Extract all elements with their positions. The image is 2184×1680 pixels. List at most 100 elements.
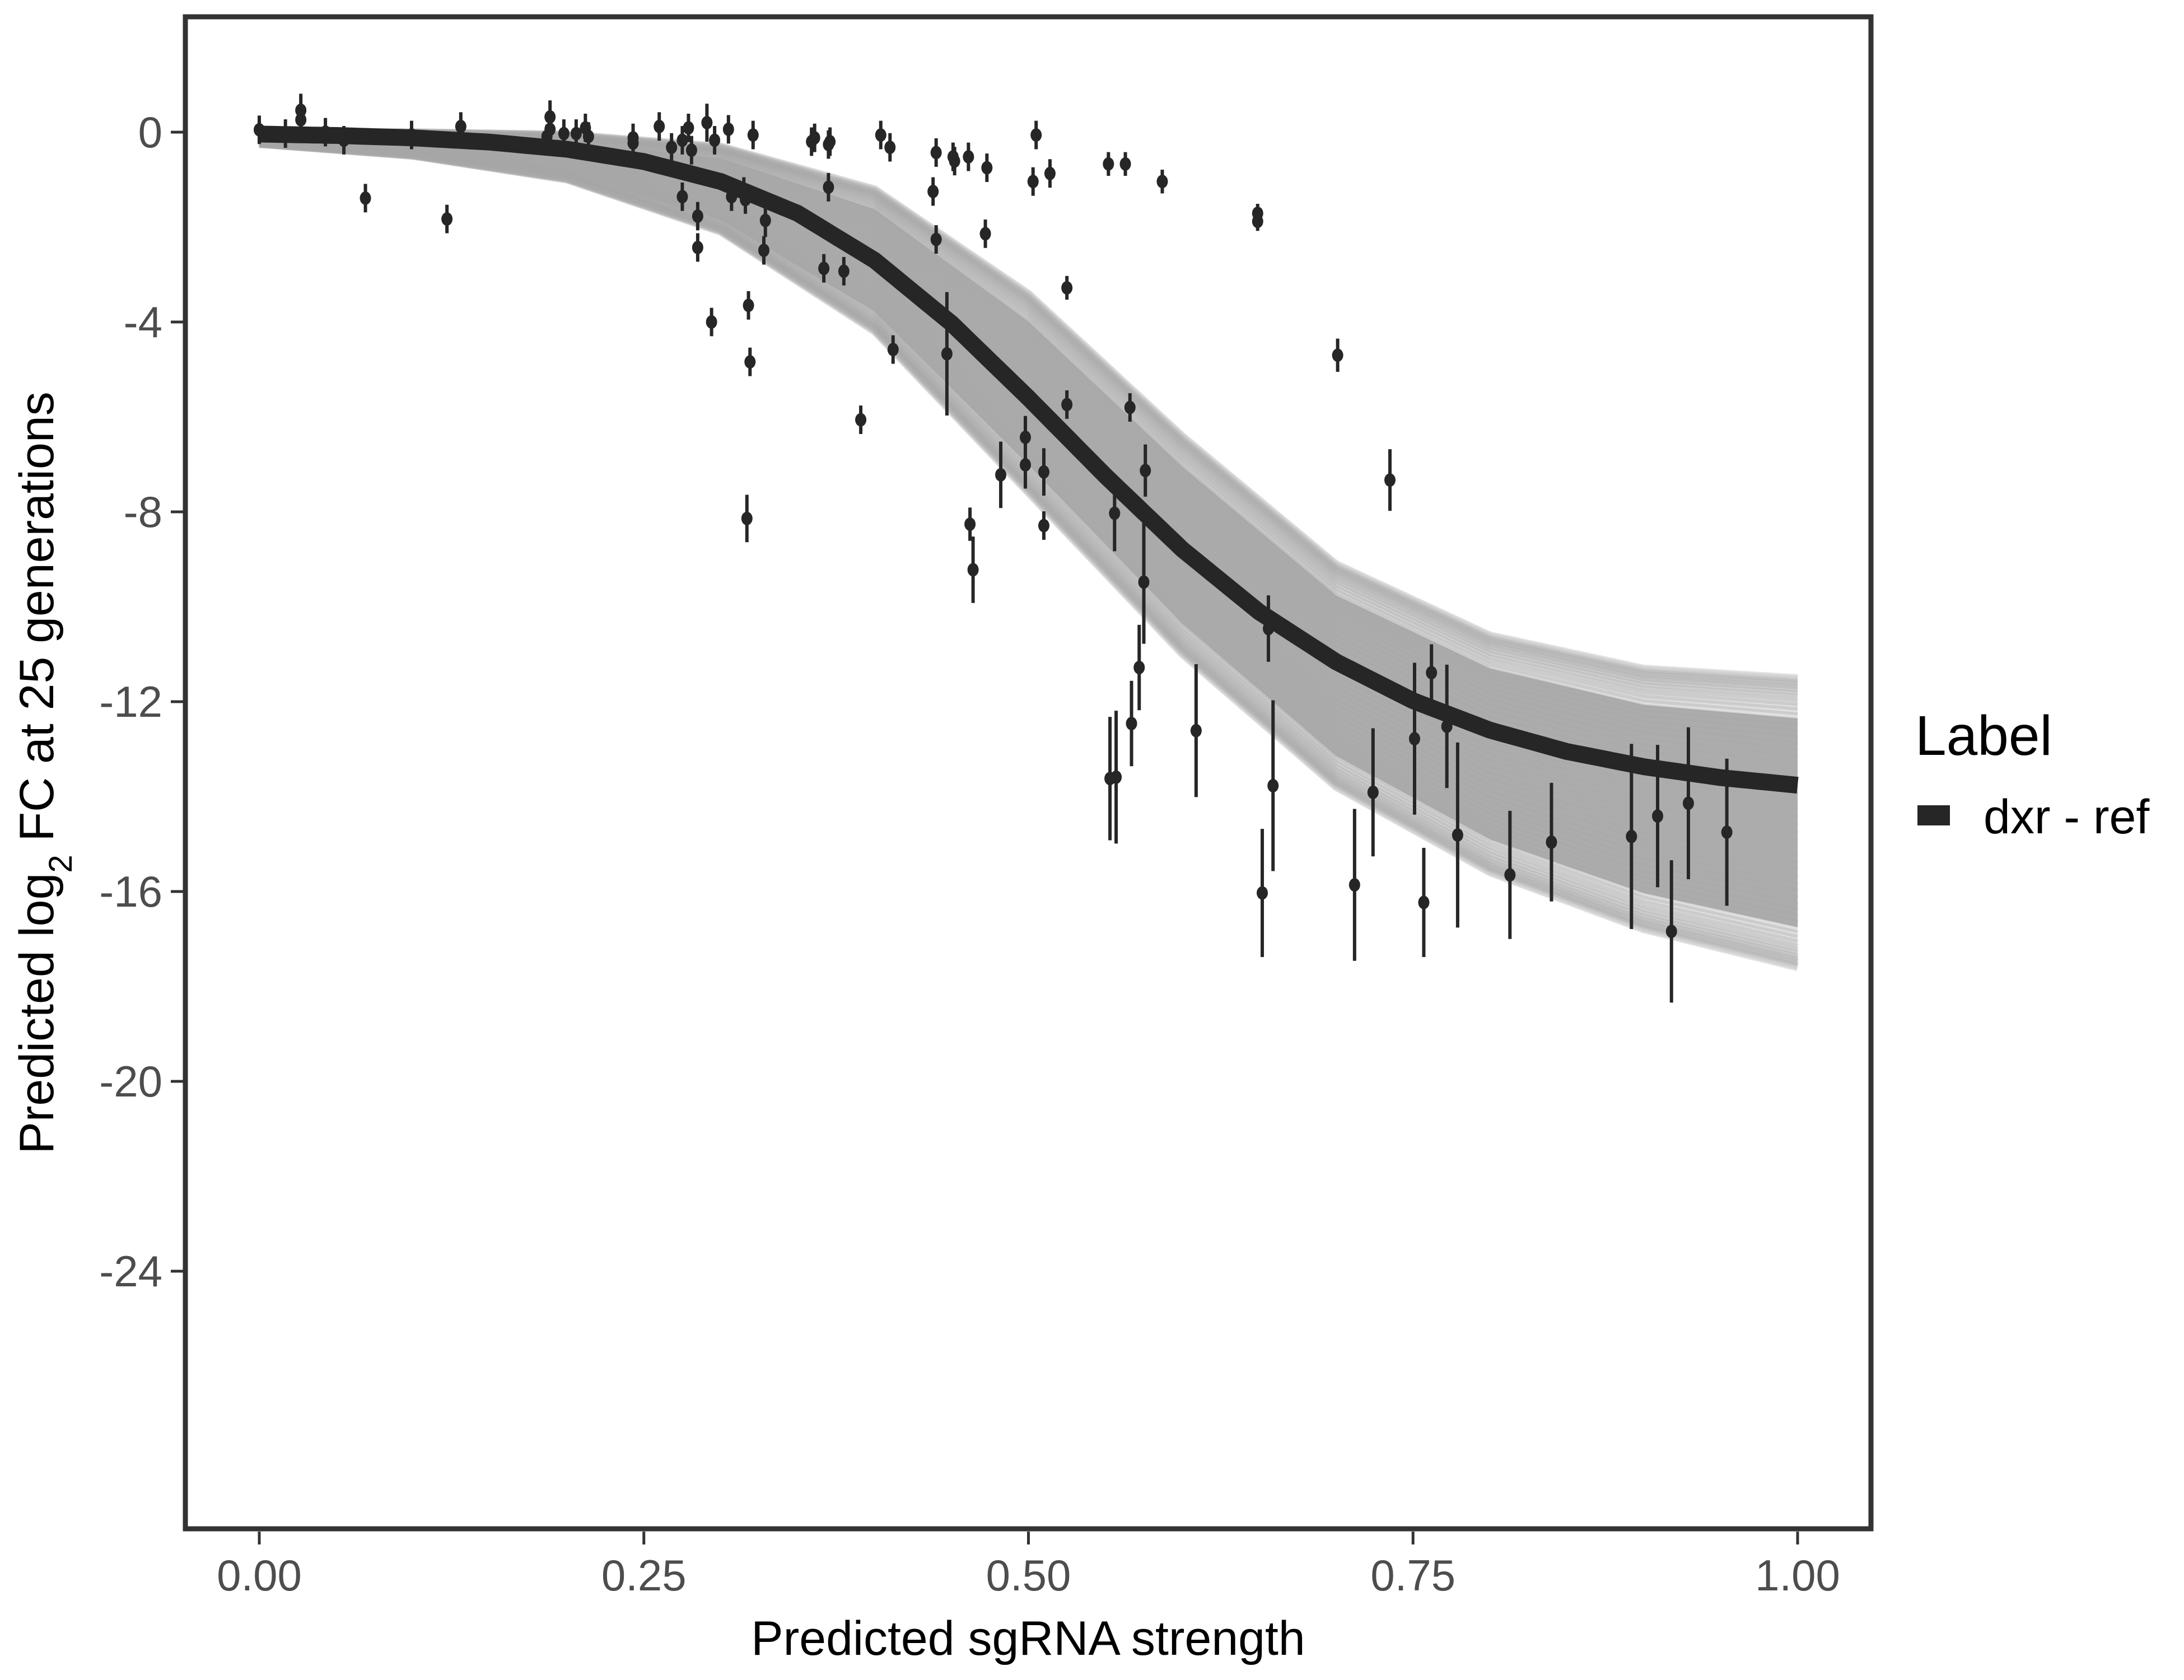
point-marker (676, 190, 688, 204)
point-marker (692, 209, 703, 223)
data-point (1038, 511, 1049, 540)
point-marker (741, 511, 753, 525)
point-marker (855, 413, 867, 427)
point-marker (747, 128, 759, 142)
data-point (930, 225, 942, 254)
y-tick-label: -8 (124, 487, 162, 536)
point-marker (709, 133, 721, 147)
data-point (685, 136, 697, 165)
data-point (360, 184, 371, 213)
posterior-draw-line (259, 140, 1799, 970)
point-marker (1061, 398, 1073, 412)
point-marker (1027, 175, 1039, 189)
data-point (1030, 120, 1042, 150)
data-point (1156, 169, 1168, 194)
point-marker (1348, 878, 1360, 892)
point-marker (964, 517, 976, 531)
data-point (1682, 727, 1694, 879)
y-axis-title-before: Predicted log (10, 873, 64, 1154)
posterior-draw-line (259, 140, 1799, 972)
data-point (1103, 152, 1114, 176)
data-point (1119, 152, 1131, 176)
posterior-draw-line (259, 139, 1799, 951)
point-marker (1190, 724, 1202, 738)
point-marker (692, 240, 703, 254)
point-marker (701, 116, 713, 130)
posterior-draw-line (259, 128, 1798, 687)
point-marker (360, 191, 371, 205)
point-marker (582, 129, 594, 143)
point-marker (1257, 886, 1268, 900)
point-marker (1652, 809, 1664, 823)
data-point (838, 256, 850, 286)
point-marker (1332, 348, 1343, 362)
data-point (1124, 393, 1136, 422)
y-tick-label: -20 (99, 1057, 162, 1106)
data-point (967, 536, 979, 603)
point-marker (570, 127, 582, 141)
data-point (758, 236, 770, 265)
x-axis-title: Predicted sgRNA strength (751, 1612, 1305, 1665)
point-marker (1038, 465, 1049, 479)
point-marker (995, 468, 1007, 482)
panel-border (183, 14, 1874, 1532)
point-marker (685, 143, 697, 157)
point-marker (706, 315, 717, 329)
point-marker (558, 127, 570, 141)
point-marker (927, 184, 939, 198)
data-point (887, 335, 899, 364)
point-marker (1452, 828, 1463, 842)
point-marker (1030, 128, 1042, 142)
data-point (1426, 644, 1438, 702)
data-point (676, 182, 688, 211)
data-point (995, 441, 1007, 508)
point-marker (1061, 281, 1073, 295)
point-marker (743, 298, 754, 312)
data-point (1110, 711, 1122, 844)
data-point (683, 113, 694, 142)
data-point (1665, 860, 1677, 1003)
legend-key-dxr-ref (1917, 805, 1950, 825)
posterior-draw-line (259, 140, 1799, 972)
point-marker (1426, 666, 1438, 680)
point-marker (1721, 825, 1733, 839)
point-marker (758, 244, 770, 258)
data-point (1027, 167, 1039, 196)
point-marker (1156, 175, 1168, 189)
y-tick-label: -16 (99, 867, 162, 916)
data-point (824, 127, 836, 156)
point-marker (1119, 157, 1131, 171)
point-marker (838, 264, 850, 278)
point-marker (544, 122, 556, 136)
y-axis-title-after: FC at 25 generations (10, 391, 64, 855)
point-marker (1133, 660, 1145, 674)
data-point (1252, 212, 1263, 231)
posterior-draw-line (259, 139, 1799, 967)
point-marker (1367, 785, 1379, 799)
data-point (441, 204, 453, 234)
point-marker (441, 212, 453, 226)
x-tick-label: 0.00 (217, 1551, 302, 1600)
point-marker (1504, 868, 1516, 882)
point-marker (967, 563, 979, 577)
data-point (706, 307, 717, 337)
point-marker (654, 119, 665, 133)
data-point (1138, 520, 1150, 644)
data-point (1452, 742, 1463, 928)
posterior-draw-line (259, 129, 1798, 698)
data-point (1626, 744, 1637, 929)
legend-title: Label (1915, 704, 2052, 767)
data-point (963, 142, 974, 171)
data-point (1140, 444, 1151, 497)
posterior-draw-line (259, 139, 1799, 964)
posterior-draw-line (259, 128, 1798, 689)
point-marker (295, 113, 307, 127)
posterior-draw-line (259, 128, 1798, 695)
point-marker (1020, 430, 1032, 444)
point-marker (823, 180, 834, 194)
data-point (818, 254, 830, 283)
point-marker (1109, 506, 1121, 520)
posterior-draw-line (259, 128, 1798, 692)
y-tick-label: -4 (124, 297, 162, 347)
